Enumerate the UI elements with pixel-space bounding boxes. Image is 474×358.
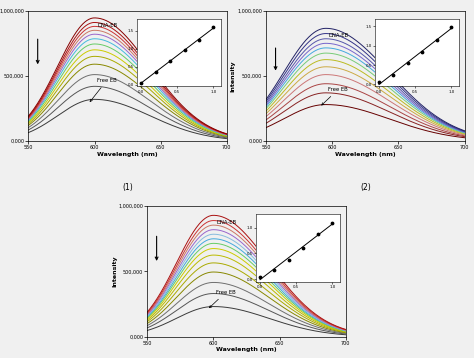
Text: DNA-EB: DNA-EB (328, 33, 348, 38)
Y-axis label: Intensity: Intensity (112, 256, 117, 287)
Text: Free EB: Free EB (90, 78, 117, 102)
X-axis label: Wavelength (nm): Wavelength (nm) (335, 151, 396, 156)
Text: Free EB: Free EB (322, 87, 348, 105)
Text: DNA-EB: DNA-EB (216, 220, 236, 225)
Text: (2): (2) (360, 183, 371, 192)
Text: Free EB: Free EB (210, 290, 236, 308)
Text: (1): (1) (122, 183, 133, 192)
Y-axis label: Intensity: Intensity (231, 60, 236, 92)
X-axis label: Wavelength (nm): Wavelength (nm) (97, 151, 158, 156)
X-axis label: Wavelength (nm): Wavelength (nm) (216, 347, 277, 352)
Text: DNA-EB: DNA-EB (97, 23, 117, 28)
